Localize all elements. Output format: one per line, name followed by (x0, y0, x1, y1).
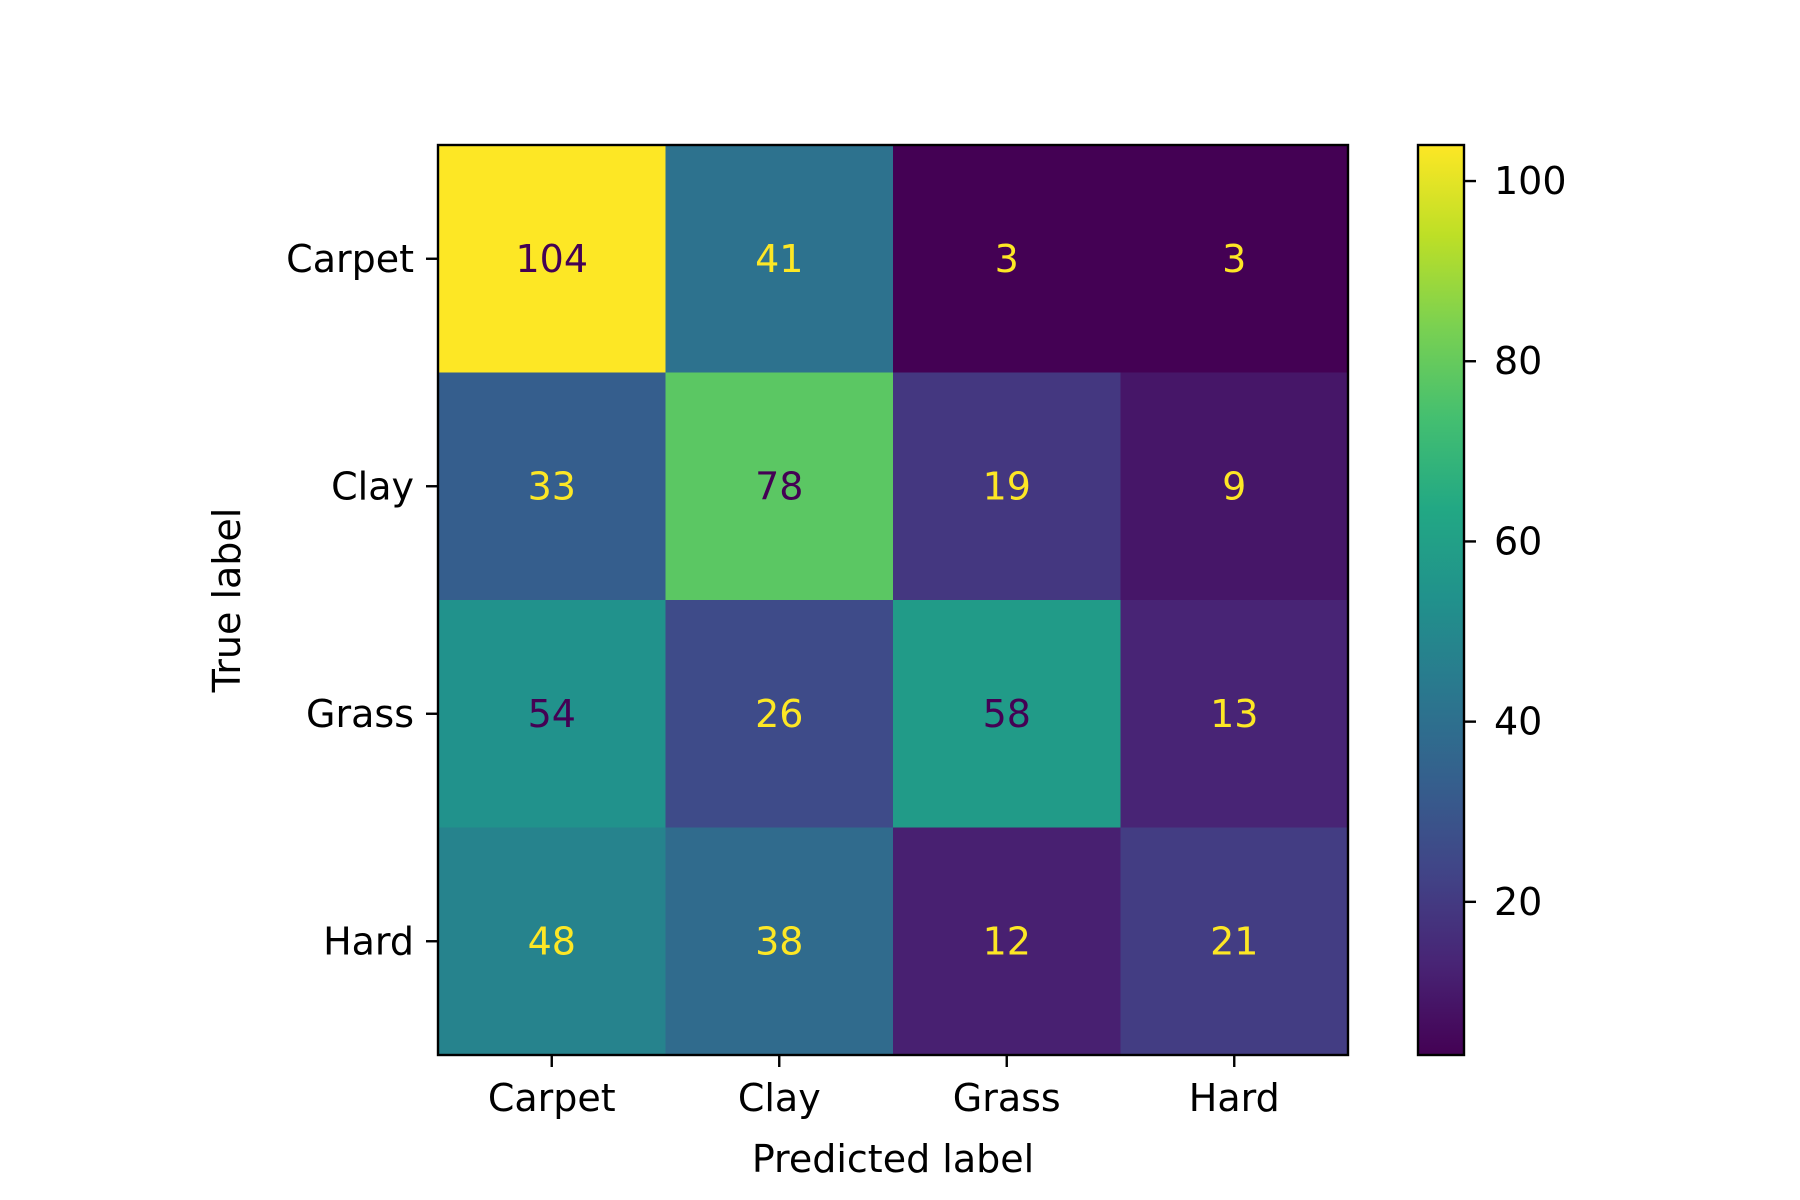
y-tick-label: Grass (306, 692, 414, 736)
cell-value-label: 26 (755, 692, 803, 736)
heatmap-cell (665, 827, 894, 1056)
heatmap-cell (893, 827, 1121, 1056)
y-tick-label: Hard (323, 919, 414, 963)
heatmap-cell (665, 600, 894, 828)
plot-frame (436, 143, 1350, 1057)
cell-value-label: 33 (528, 464, 576, 508)
y-axis-title: True label (205, 508, 249, 694)
cell-value-label: 13 (1210, 692, 1258, 736)
heatmap-cell (1120, 372, 1349, 601)
colorbar (1416, 143, 1466, 1057)
x-axis-title: Predicted label (752, 1137, 1034, 1181)
cell-value-label: 41 (755, 237, 803, 281)
colorbar-tick-label: 20 (1494, 880, 1542, 924)
cell-value-label: 48 (528, 919, 576, 963)
heatmap-cell (438, 827, 666, 1056)
x-tick-label: Hard (1189, 1076, 1280, 1120)
y-tick-label: Carpet (286, 237, 414, 281)
cell-value-label: 78 (755, 464, 803, 508)
cell-value-label: 21 (1210, 919, 1258, 963)
heatmap-cell (1120, 600, 1349, 828)
colorbar-tick-label: 60 (1494, 519, 1542, 563)
cell-value-label: 3 (1222, 237, 1246, 281)
heatmap-cell (1120, 145, 1349, 373)
cell-value-label: 19 (983, 464, 1031, 508)
colorbar-tick-label: 40 (1494, 700, 1542, 744)
heatmap-cell (1120, 827, 1349, 1056)
y-axis-ticks: Carpet Clay Grass Hard (286, 237, 438, 963)
x-tick-label: Carpet (488, 1076, 616, 1120)
heatmap-cell (438, 145, 666, 373)
heatmap-cell (893, 145, 1121, 373)
cell-value-label: 38 (755, 919, 803, 963)
heatmap-cell (438, 600, 666, 828)
heatmap-cell (438, 372, 666, 601)
x-tick-label: Clay (738, 1076, 821, 1120)
colorbar-tick-label: 80 (1494, 339, 1542, 383)
heatmap-cell (665, 372, 894, 601)
cell-value-label: 104 (515, 237, 588, 281)
cell-value-label: 58 (983, 692, 1031, 736)
x-axis-ticks: Carpet Clay Grass Hard (488, 1055, 1280, 1120)
colorbar-tick-label: 100 (1494, 159, 1567, 203)
cell-value-label: 3 (995, 237, 1019, 281)
cell-value-label: 12 (983, 919, 1031, 963)
x-tick-label: Grass (953, 1076, 1061, 1120)
colorbar-ticks: 20 40 60 80 100 (1464, 159, 1567, 924)
heatmap-cell (893, 372, 1121, 601)
y-tick-label: Clay (331, 464, 414, 508)
cell-value-label: 9 (1222, 464, 1246, 508)
heatmap-cell (665, 145, 894, 373)
cell-value-label: 54 (528, 692, 576, 736)
heatmap-cell (893, 600, 1121, 828)
